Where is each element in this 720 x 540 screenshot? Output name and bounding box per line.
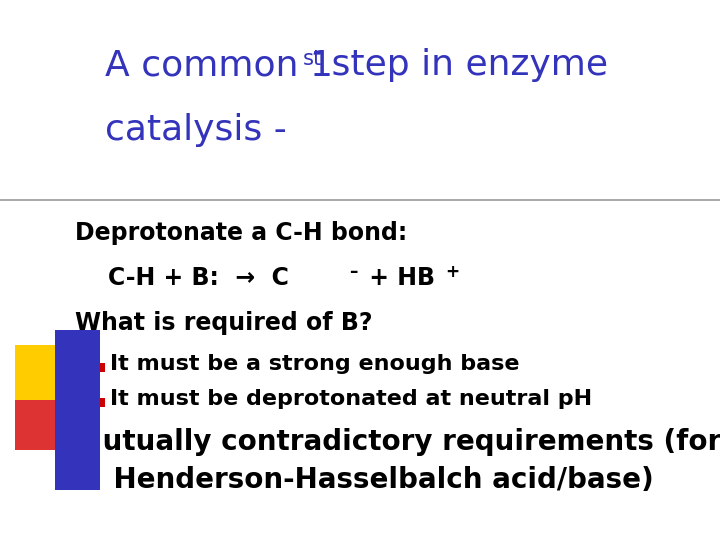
Text: –: – bbox=[349, 263, 357, 281]
Text: A common 1: A common 1 bbox=[105, 48, 333, 82]
Text: Deprotonate a C-H bond:: Deprotonate a C-H bond: bbox=[75, 221, 408, 245]
Bar bbox=[15, 345, 70, 400]
Text: catalysis -: catalysis - bbox=[105, 113, 287, 147]
Text: C-H + B:  →  C: C-H + B: → C bbox=[75, 266, 289, 290]
Text: step in enzyme: step in enzyme bbox=[320, 48, 608, 82]
Text: It must be deprotonated at neutral pH: It must be deprotonated at neutral pH bbox=[110, 389, 592, 409]
Text: Henderson-Hasselbalch acid/base): Henderson-Hasselbalch acid/base) bbox=[75, 466, 654, 494]
Text: Mutually contradictory requirements (for a: Mutually contradictory requirements (for… bbox=[75, 428, 720, 456]
Text: st: st bbox=[303, 49, 323, 69]
Bar bbox=[96, 398, 105, 407]
Bar bbox=[55, 330, 100, 490]
Text: It must be a strong enough base: It must be a strong enough base bbox=[110, 354, 520, 374]
Bar bbox=[15, 400, 65, 450]
Text: +: + bbox=[445, 263, 459, 281]
Text: + HB: + HB bbox=[361, 266, 435, 290]
Bar bbox=[96, 363, 105, 372]
Text: What is required of B?: What is required of B? bbox=[75, 311, 372, 335]
